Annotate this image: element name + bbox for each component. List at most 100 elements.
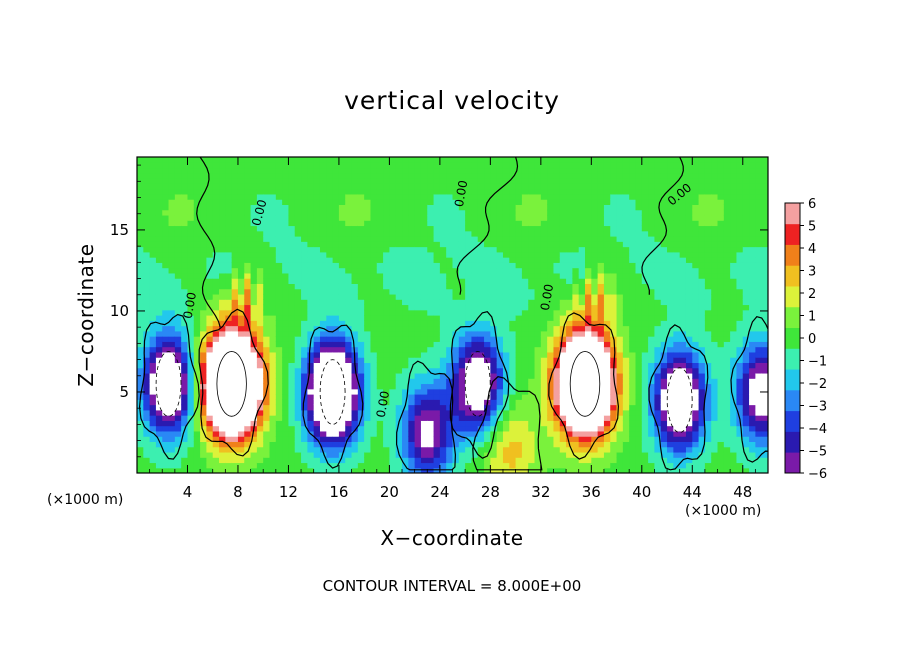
heatmap-cell (231, 257, 239, 263)
heatmap-cell (263, 220, 271, 227)
heatmap-cell (282, 451, 290, 458)
heatmap-cell (174, 225, 182, 232)
heatmap-cell (313, 162, 321, 169)
heatmap-cell (168, 320, 176, 327)
heatmap-cell (490, 178, 498, 184)
heatmap-cell (629, 441, 637, 448)
heatmap-cell (338, 209, 346, 216)
heatmap-cell (446, 193, 454, 200)
heatmap-cell (389, 209, 397, 216)
heatmap-cell (282, 367, 290, 374)
heatmap-cell (301, 383, 308, 390)
heatmap-cell (332, 341, 340, 348)
heatmap-cell (458, 420, 466, 427)
heatmap-cell (458, 283, 466, 290)
heatmap-cell (313, 283, 321, 290)
heatmap-cell (477, 420, 485, 427)
heatmap-cell (219, 157, 226, 163)
heatmap-cell (610, 183, 618, 190)
heatmap-cell (629, 425, 637, 432)
heatmap-cell (572, 362, 580, 369)
heatmap-cell (313, 372, 321, 379)
heatmap-cell (351, 204, 359, 211)
heatmap-cell (200, 246, 208, 253)
heatmap-cell (168, 214, 176, 221)
heatmap-cell (616, 293, 624, 300)
heatmap-cell (547, 272, 555, 279)
heatmap-cell (225, 372, 233, 379)
heatmap-cell (326, 430, 334, 437)
heatmap-cell (313, 220, 321, 227)
heatmap-cell (439, 178, 447, 184)
heatmap-cell (471, 315, 479, 321)
heatmap-cell (471, 415, 479, 421)
heatmap-cell (465, 288, 473, 295)
heatmap-cell (250, 409, 258, 416)
heatmap-cell (357, 220, 365, 227)
heatmap-cell (370, 451, 378, 458)
heatmap-cell (528, 451, 536, 458)
heatmap-cell (326, 262, 334, 269)
heatmap-cell (402, 283, 409, 290)
heatmap-cell (553, 220, 561, 227)
heatmap-cell (237, 367, 245, 374)
heatmap-cell (521, 457, 529, 464)
heatmap-cell (610, 457, 618, 464)
heatmap-cell (181, 220, 189, 227)
heatmap-cell (149, 167, 157, 174)
heatmap-cell (168, 367, 176, 374)
heatmap-cell (654, 388, 662, 395)
heatmap-cell (446, 236, 454, 242)
heatmap-cell (143, 367, 151, 374)
heatmap-cell (635, 351, 643, 358)
heatmap-cell (458, 372, 466, 379)
heatmap-cell (376, 404, 384, 411)
heatmap-cell (414, 204, 422, 211)
heatmap-cell (490, 441, 498, 448)
heatmap-cell (559, 299, 567, 306)
heatmap-cell (540, 204, 548, 211)
heatmap-cell (578, 362, 586, 369)
heatmap-cell (515, 230, 523, 237)
heatmap-cell (439, 236, 447, 242)
heatmap-cell (427, 325, 435, 332)
heatmap-cell (143, 262, 151, 269)
heatmap-cell (547, 204, 555, 211)
heatmap-cell (370, 204, 378, 211)
heatmap-cell (547, 251, 555, 258)
heatmap-cell (174, 283, 182, 290)
heatmap-cell (509, 383, 517, 390)
heatmap-cell (231, 351, 239, 358)
heatmap-cell (143, 351, 151, 358)
heatmap-cell (206, 367, 214, 374)
heatmap-cell (484, 236, 491, 242)
heatmap-cell (250, 446, 258, 453)
heatmap-cell (319, 441, 327, 448)
heatmap-cell (629, 320, 637, 327)
heatmap-cell (338, 267, 346, 274)
heatmap-cell (452, 409, 460, 416)
heatmap-cell (351, 388, 359, 395)
heatmap-cell (250, 204, 258, 211)
heatmap-cell (206, 420, 214, 427)
heatmap-cell (502, 304, 510, 311)
heatmap-cell (193, 351, 201, 358)
heatmap-cell (187, 378, 195, 385)
heatmap-cell (471, 267, 479, 274)
heatmap-cell (402, 357, 409, 363)
heatmap-cell (282, 441, 290, 448)
heatmap-cell (370, 283, 378, 290)
heatmap-cell (566, 415, 573, 421)
heatmap-cell (515, 341, 523, 348)
heatmap-cell (313, 225, 321, 232)
heatmap-cell (237, 293, 245, 300)
heatmap-cell (439, 462, 447, 469)
heatmap-cell (351, 336, 359, 342)
heatmap-cell (219, 409, 226, 416)
heatmap-cell (515, 225, 523, 232)
heatmap-cell (307, 383, 315, 390)
heatmap-cell (294, 457, 302, 464)
heatmap-cell (654, 451, 662, 458)
heatmap-cell (509, 167, 517, 174)
heatmap-cell (225, 415, 233, 421)
